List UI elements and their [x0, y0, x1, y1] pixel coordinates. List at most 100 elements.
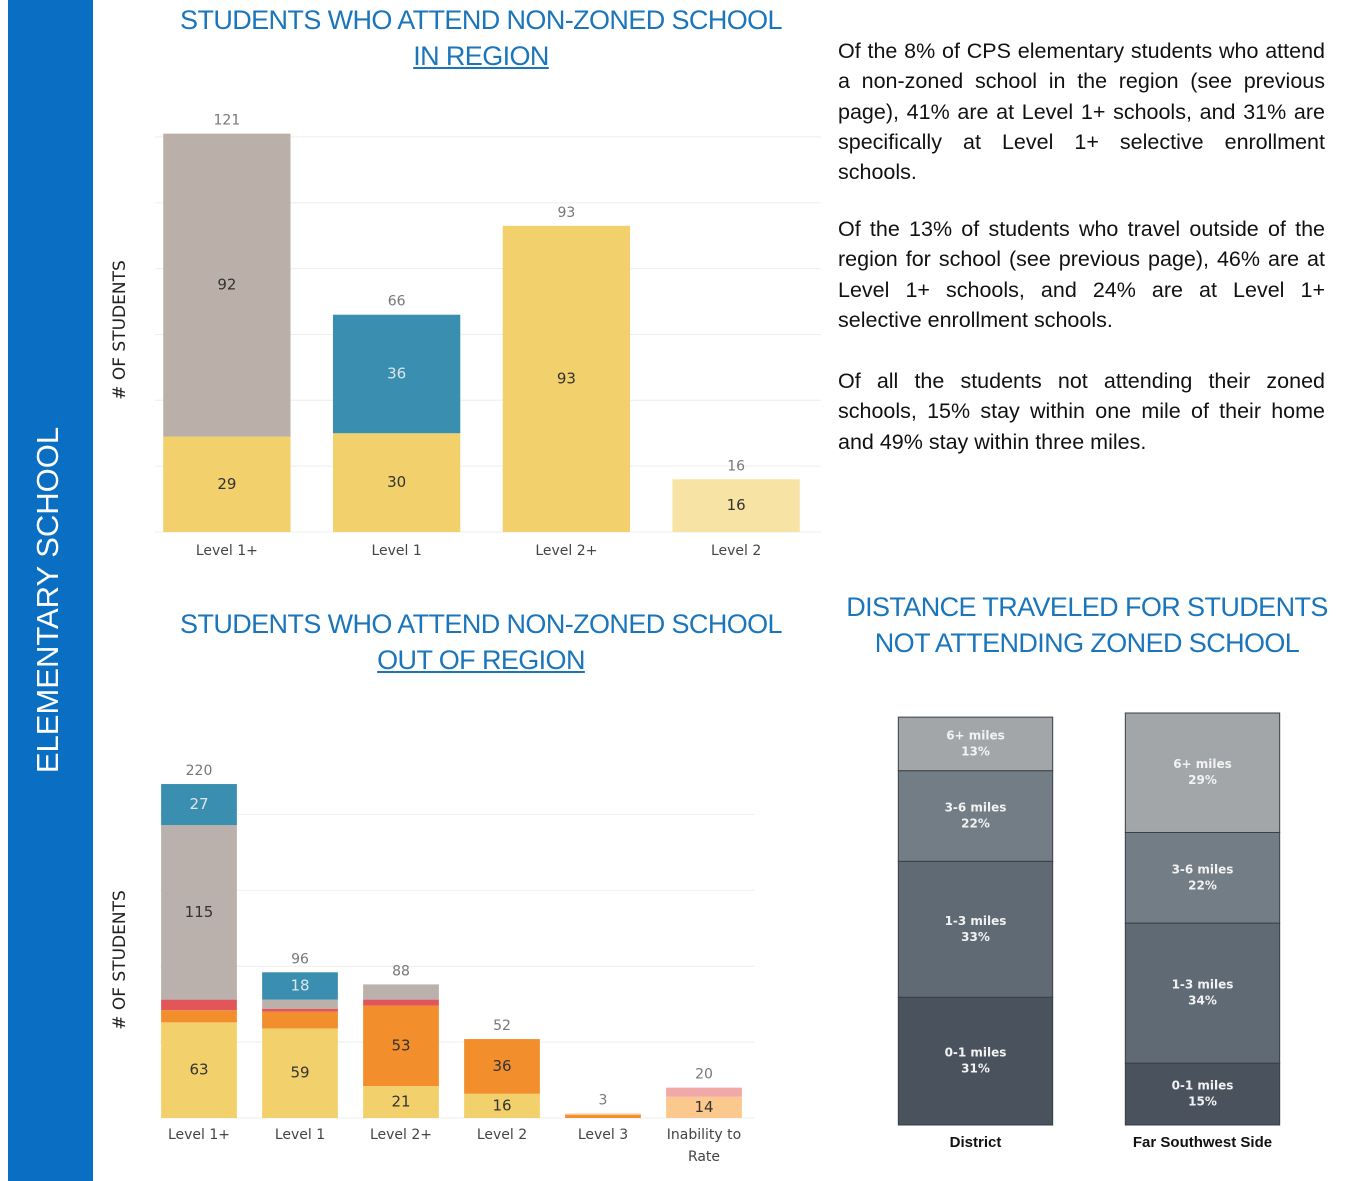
- data-label: 16: [492, 1096, 511, 1114]
- bar-segment: [565, 1114, 641, 1118]
- total-label: 93: [557, 205, 575, 221]
- total-label: 121: [214, 113, 241, 129]
- segment-name: 1-3 miles: [945, 914, 1007, 928]
- data-label: 53: [391, 1036, 410, 1054]
- bar-segment: [163, 133, 291, 437]
- bar-segment: [565, 1113, 641, 1115]
- data-label: 27: [189, 795, 208, 813]
- y-axis-label: # OF STUDENTS: [110, 260, 130, 400]
- data-label: 29%: [1188, 773, 1217, 787]
- bar-segment: [897, 860, 1054, 998]
- total-label: 220: [186, 763, 213, 779]
- bar-segment: [666, 1087, 742, 1097]
- paragraph: Of the 8% of CPS elementary students who…: [838, 39, 1325, 185]
- bar-segment: [666, 1096, 742, 1118]
- chart-subtitle: IN REGION: [413, 41, 549, 71]
- bar-segment: [161, 825, 237, 1000]
- x-tick-label: Level 1: [274, 1127, 326, 1143]
- x-tick-label: Level 2: [710, 543, 762, 559]
- data-label: 16: [727, 496, 746, 514]
- chart-subtitle: OUT OF REGION: [377, 645, 585, 675]
- bar-segment: [161, 784, 237, 826]
- bar-segment: [163, 436, 291, 532]
- segment-name: 3-6 miles: [1172, 862, 1234, 876]
- bar-segment: [262, 1011, 338, 1029]
- data-label: 33%: [961, 930, 990, 944]
- bar-segment: [332, 433, 461, 532]
- data-label: 92: [217, 276, 236, 294]
- chart-title: STUDENTS WHO ATTEND NON-ZONED SCHOOL OUT …: [164, 606, 798, 678]
- data-label: 21: [391, 1093, 410, 1111]
- data-label: 115: [185, 903, 214, 921]
- data-label: 15%: [1188, 1095, 1217, 1109]
- x-tick-label: Level 2: [476, 1127, 528, 1143]
- bar-segment: [897, 716, 1054, 772]
- bar-segment: [332, 314, 461, 434]
- bar-segment: [363, 999, 439, 1006]
- x-tick-label: Level 2+: [535, 543, 598, 559]
- segment-name: 1-3 miles: [1172, 978, 1234, 992]
- x-tick-label: Level 1+: [167, 1127, 231, 1143]
- bar-segment: [262, 1008, 338, 1012]
- bar-segment: [1124, 712, 1281, 833]
- segment-name: 6+ miles: [1173, 757, 1232, 771]
- segment-name: 0-1 miles: [945, 1046, 1007, 1060]
- data-label: 29: [217, 475, 236, 493]
- x-tick-label: Level 2+: [369, 1127, 433, 1143]
- data-label: 30: [387, 473, 406, 491]
- x-tick-label: Far Southwest Side: [1132, 1134, 1273, 1151]
- data-label: 36: [387, 364, 406, 382]
- bar-segment: [262, 999, 338, 1009]
- x-tick-label: Level 1: [371, 543, 422, 559]
- data-label: 36: [492, 1057, 511, 1075]
- total-label: 66: [388, 294, 406, 310]
- data-label: 22%: [961, 817, 990, 831]
- bar-segment: [502, 225, 631, 533]
- sidebar: [8, 0, 93, 1181]
- bar-segment: [897, 996, 1054, 1126]
- data-label: 22%: [1188, 878, 1217, 892]
- bar-segment: [464, 1039, 540, 1094]
- data-label: 14: [694, 1098, 713, 1116]
- bar-segment: [672, 479, 800, 532]
- total-label: 16: [727, 458, 745, 474]
- bar-segment: [897, 770, 1054, 862]
- segment-name: 6+ miles: [946, 728, 1005, 742]
- chart-title: DISTANCE TRAVELED FOR STUDENTS NOT ATTEN…: [842, 589, 1332, 661]
- paragraph: Of all the students not attending their …: [838, 369, 1325, 454]
- chart-title: STUDENTS WHO ATTEND NON-ZONED SCHOOL IN R…: [164, 2, 798, 74]
- data-label: 93: [557, 369, 576, 387]
- bar-segment: [161, 999, 237, 1011]
- data-label: 59: [290, 1064, 309, 1082]
- x-tick-label: Level 3: [577, 1127, 629, 1143]
- bar-segment: [1124, 1062, 1281, 1126]
- total-label: 96: [291, 951, 309, 967]
- x-tick-label: Inability to Rate: [666, 1127, 742, 1165]
- x-tick-label: District: [949, 1134, 1002, 1151]
- data-label: 63: [189, 1061, 208, 1079]
- data-label: 13%: [961, 744, 990, 758]
- bar-segment: [1124, 831, 1281, 924]
- chart-title-text: STUDENTS WHO ATTEND NON-ZONED SCHOOL: [180, 609, 783, 639]
- bar-segment: [464, 1093, 540, 1118]
- bar-segment: [262, 1028, 338, 1118]
- total-label: 3: [599, 1092, 608, 1108]
- segment-name: 0-1 miles: [1172, 1079, 1234, 1093]
- y-axis-label: # OF STUDENTS: [110, 890, 130, 1030]
- bar-segment: [363, 1005, 439, 1087]
- bar-segment: [161, 1022, 237, 1118]
- x-tick-label: Level 1+: [195, 543, 258, 559]
- data-label: 18: [290, 976, 309, 994]
- bar-segment: [161, 1010, 237, 1023]
- total-label: 52: [493, 1018, 511, 1034]
- chart-title-text: STUDENTS WHO ATTEND NON-ZONED SCHOOL: [180, 5, 783, 35]
- sidebar-label: ELEMENTARY SCHOOL: [30, 427, 65, 773]
- bar-segment: [363, 1086, 439, 1118]
- segment-name: 3-6 miles: [945, 801, 1007, 815]
- paragraph: Of the 13% of students who travel outsid…: [838, 217, 1325, 332]
- bar-segment: [262, 972, 338, 1000]
- total-label: 20: [695, 1067, 713, 1083]
- chart-title-text: DISTANCE TRAVELED FOR STUDENTS NOT ATTEN…: [846, 592, 1328, 658]
